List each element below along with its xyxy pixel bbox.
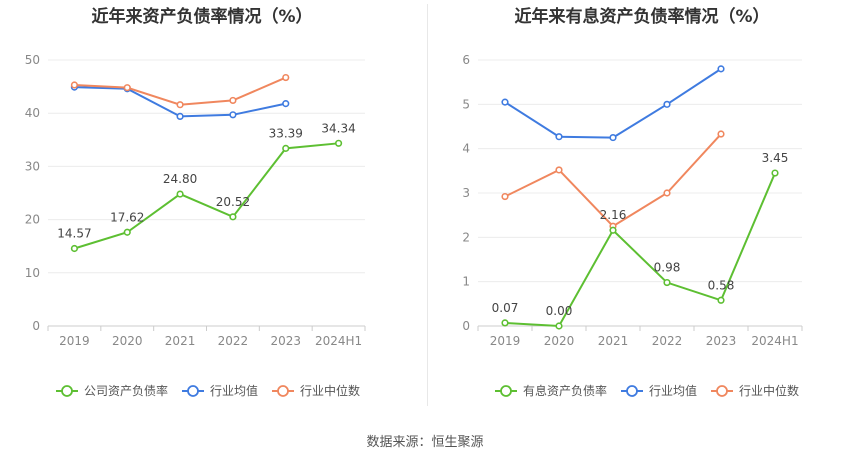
right-series-point-2 — [663, 189, 671, 197]
left-x-tick-label: 2023 — [270, 334, 301, 348]
right-x-tick-label: 2019 — [490, 334, 521, 348]
right-series-point-1 — [717, 65, 725, 73]
right-y-tick-label: 5 — [462, 97, 470, 111]
left-legend-marker-2 — [277, 385, 289, 397]
left-x-tick-label: 2020 — [112, 334, 143, 348]
right-series-point-2 — [717, 130, 725, 138]
left-y-tick-label: 0 — [32, 319, 40, 333]
right-series-point-1 — [663, 100, 671, 108]
left-legend-marker-1 — [187, 385, 199, 397]
right-y-tick-label: 3 — [462, 186, 470, 200]
left-series-line-2 — [74, 76, 287, 106]
right-series-point-0 — [663, 278, 671, 287]
left-series-point-1 — [229, 111, 237, 119]
right-y-tick-label: 0 — [462, 319, 470, 333]
data-source-footer: 数据来源：恒生聚源 — [366, 435, 484, 450]
left-series-point-0 — [123, 228, 131, 236]
right-y-tick-label: 4 — [462, 142, 470, 156]
right-legend-label-0: 有息资产负债率 — [523, 383, 607, 398]
left-y-tick-label: 40 — [25, 106, 40, 120]
left-data-label: 33.39 — [269, 126, 303, 140]
left-series-point-0 — [282, 144, 290, 152]
panel-divider — [427, 4, 428, 406]
right-data-label: 0.00 — [546, 304, 573, 318]
right-data-label: 0.07 — [492, 301, 519, 315]
right-y-tick-label: 1 — [462, 275, 470, 289]
left-series-line-0 — [74, 142, 339, 250]
left-x-tick-label: 2019 — [59, 334, 90, 348]
left-data-label: 20.52 — [216, 195, 250, 209]
right-y-tick-label: 2 — [462, 230, 470, 244]
right-x-tick-label: 2020 — [544, 334, 575, 348]
left-series-point-2 — [123, 84, 131, 92]
left-y-tick-label: 50 — [25, 53, 40, 67]
left-data-label: 14.57 — [57, 226, 91, 240]
left-x-tick-label: 2022 — [218, 334, 249, 348]
right-series-point-1 — [501, 98, 509, 106]
left-legend-label-1: 行业均值 — [210, 383, 258, 398]
left-series-point-0 — [334, 139, 343, 147]
right-data-label: 2.16 — [600, 208, 627, 222]
chart-right: 0 1 2 3 4 5 6 2019 2020 2021 2022 2023 2024H1 0.07 0.0… — [462, 53, 803, 398]
left-data-label: 17.62 — [110, 210, 144, 224]
right-legend-label-1: 行业均值 — [649, 383, 697, 398]
right-series-point-0 — [717, 296, 725, 304]
right-series-point-1 — [555, 133, 563, 141]
chart-title-right: 近年来有息资产负债率情况（%） — [514, 7, 770, 27]
left-legend-label-0: 公司资产负债率 — [84, 383, 168, 398]
left-series-point-2 — [70, 81, 79, 89]
right-series-point-2 — [555, 166, 563, 174]
left-series-point-0 — [229, 213, 237, 221]
right-legend-marker-1 — [626, 385, 638, 397]
left-y-tick-label: 10 — [25, 266, 40, 280]
left-series-point-2 — [229, 96, 237, 105]
right-x-tick-label: 2024H1 — [751, 334, 798, 348]
left-x-tick-label: 2021 — [165, 334, 196, 348]
left-x-tick-label: 2024H1 — [315, 334, 362, 348]
left-series-point-2 — [176, 101, 184, 109]
right-legend-marker-0 — [500, 385, 512, 397]
left-series-point-1 — [176, 112, 184, 120]
right-series-point-1 — [609, 133, 617, 142]
chart-title-left: 近年来资产负债率情况（%） — [91, 7, 313, 27]
left-legend-marker-0 — [61, 385, 73, 397]
left-y-tick-label: 20 — [25, 213, 40, 227]
left-series-point-2 — [282, 73, 290, 82]
right-data-label: 3.45 — [762, 151, 789, 165]
chart-left: 0 10 20 30 40 50 2019 2020 2021 2022 2023 2024H1 14.… — [25, 53, 366, 398]
left-series-point-1 — [282, 100, 290, 108]
left-series-point-0 — [176, 190, 184, 198]
right-x-tick-label: 2023 — [706, 334, 737, 348]
right-series-line-1 — [504, 68, 722, 139]
right-y-tick-label: 6 — [462, 53, 470, 67]
left-data-label: 34.34 — [321, 121, 355, 135]
right-data-label: 0.98 — [654, 261, 681, 275]
left-series-point-0 — [70, 244, 79, 253]
right-series-point-0 — [609, 226, 617, 234]
right-series-line-0 — [504, 172, 776, 328]
right-x-tick-label: 2022 — [652, 334, 683, 348]
right-legend-label-2: 行业中位数 — [739, 383, 799, 398]
right-series-point-0 — [555, 322, 563, 330]
left-y-tick-label: 30 — [25, 159, 40, 173]
right-data-label: 0.58 — [708, 278, 735, 292]
left-data-label: 24.80 — [163, 172, 197, 186]
right-x-tick-label: 2021 — [598, 334, 629, 348]
right-series-point-2 — [501, 192, 509, 201]
right-series-point-0 — [771, 169, 779, 177]
left-legend-label-2: 行业中位数 — [300, 383, 360, 398]
right-legend-marker-2 — [716, 385, 728, 397]
right-series-point-0 — [501, 319, 509, 327]
